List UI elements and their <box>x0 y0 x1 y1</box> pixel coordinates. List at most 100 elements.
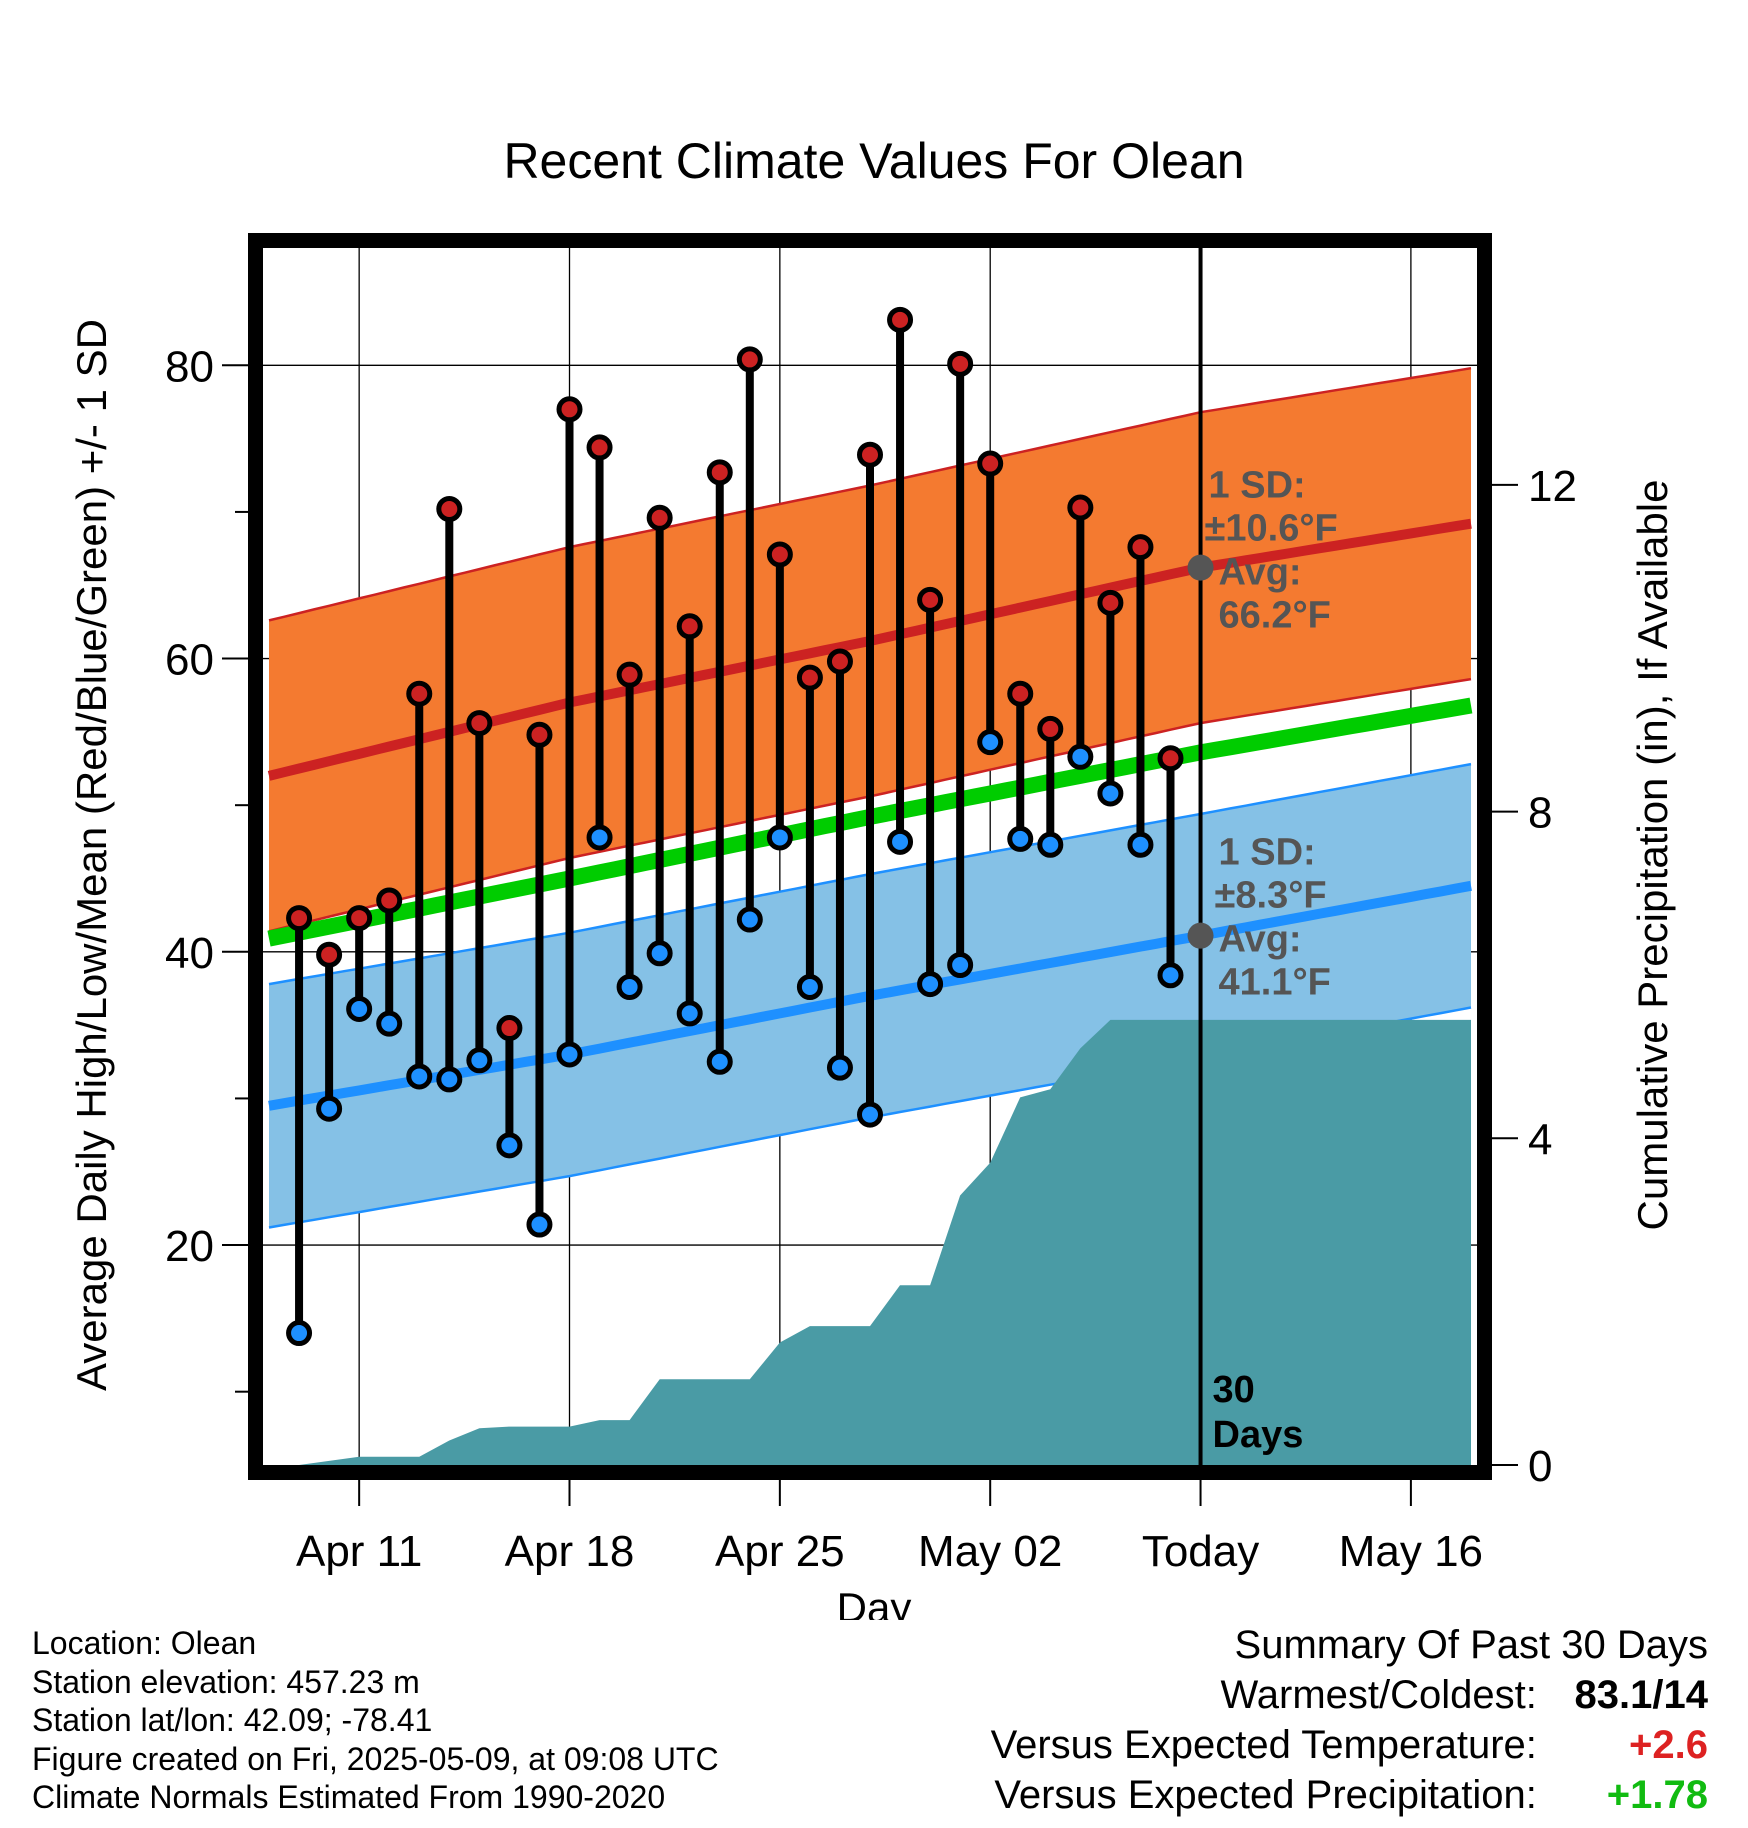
daily-low-point <box>1127 831 1154 858</box>
daily-high-point <box>706 459 733 486</box>
y-tick-label: 40 <box>165 929 214 978</box>
daily-low-point <box>586 824 613 851</box>
daily-high-point <box>826 648 853 675</box>
daily-low-point <box>466 1047 493 1074</box>
daily-high-point <box>346 905 373 932</box>
daily-low-point <box>1157 962 1184 989</box>
temp-row: Versus Expected Temperature: +2.6 <box>991 1720 1708 1770</box>
days-count-number: 30 <box>1213 1369 1255 1411</box>
daily-low-point <box>706 1048 733 1075</box>
daily-low-point <box>376 1010 403 1037</box>
daily-high-point <box>736 346 763 373</box>
x-tick-label: Apr 11 <box>296 1527 422 1576</box>
y2-tick-label: 12 <box>1528 462 1577 511</box>
precip-label: Versus Expected Precipitation: <box>994 1773 1537 1817</box>
daily-high-point <box>286 905 313 932</box>
created-text: Figure created on Fri, 2025-05-09, at 09… <box>32 1740 719 1777</box>
daily-high-point <box>676 613 703 640</box>
daily-low-point <box>676 1000 703 1027</box>
daily-high-point <box>496 1015 523 1042</box>
y2-tick-label: 8 <box>1528 789 1552 838</box>
plot-frame <box>248 233 1492 1480</box>
daily-high-point <box>1037 715 1064 742</box>
daily-high-point <box>646 504 673 531</box>
temp-value: +2.6 <box>1629 1723 1708 1767</box>
daily-low-point <box>616 973 643 1000</box>
daily-high-point <box>1097 589 1124 616</box>
location-text: Location: Olean <box>32 1625 257 1661</box>
summary-heading: Summary Of Past 30 Days <box>1234 1623 1708 1667</box>
daily-high-point <box>766 541 793 568</box>
daily-high-point <box>1157 745 1184 772</box>
high-sd-label: 1 SD: <box>1209 465 1306 507</box>
daily-low-point <box>436 1066 463 1093</box>
high-sd-value: ±10.6°F <box>1205 508 1338 550</box>
x-axis-label: Day <box>837 1584 912 1620</box>
daily-low-point <box>1097 780 1124 807</box>
high-avg-dot <box>1187 554 1214 581</box>
y-tick-label: 60 <box>165 636 214 685</box>
daily-high-point <box>796 664 823 691</box>
daily-high-point <box>887 306 914 333</box>
x-tick-label: Apr 25 <box>715 1527 845 1576</box>
daily-high-point <box>316 941 343 968</box>
daily-high-point <box>1007 680 1034 707</box>
low-sd-label: 1 SD: <box>1219 832 1316 874</box>
daily-high-point <box>977 450 1004 477</box>
daily-low-point <box>917 971 944 998</box>
daily-high-point <box>466 710 493 737</box>
low-avg-value: 41.1°F <box>1219 962 1331 1004</box>
x-tick-label: May 16 <box>1339 1527 1483 1576</box>
daily-high-point <box>436 495 463 522</box>
daily-low-point <box>346 995 373 1022</box>
daily-high-point <box>1127 534 1154 561</box>
daily-low-point <box>857 1101 883 1128</box>
daily-low-point <box>406 1063 433 1090</box>
x-tick-label: Apr 18 <box>505 1527 635 1576</box>
daily-low-point <box>736 906 763 933</box>
precip-row: Versus Expected Precipitation: +1.78 <box>991 1770 1708 1820</box>
daily-high-point <box>556 396 583 423</box>
low-avg-dot <box>1187 922 1214 949</box>
warmest-row: Warmest/Coldest: 83.1/14 <box>991 1670 1709 1720</box>
precip-value: +1.78 <box>1606 1773 1708 1817</box>
y2-axis-label: Cumulative Precipitation (in), If Availa… <box>1629 480 1676 1231</box>
daily-low-point <box>556 1041 583 1068</box>
daily-high-point <box>616 661 643 688</box>
warmest-label: Warmest/Coldest: <box>1220 1673 1537 1717</box>
daily-low-point <box>316 1095 343 1122</box>
daily-low-point <box>1067 743 1094 770</box>
daily-high-point <box>1067 494 1094 521</box>
daily-low-point <box>826 1054 853 1081</box>
normals-text: Climate Normals Estimated From 1990-2020 <box>32 1779 666 1815</box>
chart-title: Recent Climate Values For Olean <box>503 133 1244 189</box>
daily-low-point <box>947 952 974 979</box>
y2-tick-label: 0 <box>1528 1442 1552 1491</box>
daily-high-point <box>857 441 883 468</box>
low-avg-label: Avg: <box>1219 919 1302 961</box>
elevation-text: Station elevation: 457.23 m <box>32 1663 420 1700</box>
warmest-value: 83.1/14 <box>1574 1673 1708 1717</box>
precip-area <box>269 1019 1471 1465</box>
y-tick-label: 20 <box>165 1222 214 1271</box>
daily-low-point <box>977 729 1004 756</box>
daily-low-point <box>286 1320 313 1347</box>
daily-high-point <box>406 680 433 707</box>
daily-high-point <box>586 434 613 461</box>
daily-low-point <box>796 973 823 1000</box>
summary-panel: Summary Of Past 30 Days Warmest/Coldest:… <box>991 1620 1708 1820</box>
station-info: Location: Olean Station elevation: 457.2… <box>32 1624 719 1817</box>
daily-low-point <box>1037 831 1064 858</box>
days-count-word: Days <box>1213 1414 1304 1456</box>
daily-high-point <box>526 721 553 748</box>
y2-tick-label: 4 <box>1528 1115 1552 1164</box>
y-tick-label: 80 <box>165 342 214 391</box>
axes: 20 40 60 80 0 4 8 12 Apr 11 Apr 18 Apr 25 May 02 Tod… <box>165 233 1577 1576</box>
temp-label: Versus Expected Temperature: <box>990 1723 1537 1767</box>
y-axis-label: Average Daily High/Low/Mean (Red/Blue/Gr… <box>68 319 115 1391</box>
latlon-text: Station lat/lon: 42.09; -78.41 <box>32 1702 433 1738</box>
low-sd-value: ±8.3°F <box>1215 875 1327 917</box>
daily-low-point <box>1007 825 1034 852</box>
daily-low-point <box>646 940 673 967</box>
high-avg-value: 66.2°F <box>1219 595 1331 637</box>
